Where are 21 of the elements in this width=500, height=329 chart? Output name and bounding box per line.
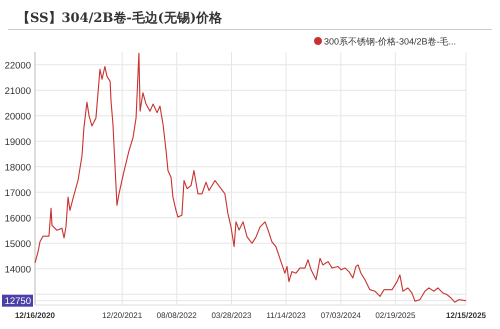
y-tick-label: 17000 (4, 188, 31, 199)
x-tick-label: 12/20/2021 (102, 311, 143, 320)
line-series (34, 52, 467, 303)
y-tick-label: 16000 (4, 213, 31, 224)
y-tick-label: 15000 (4, 238, 31, 250)
y-tick-label: 12750 (4, 296, 31, 308)
y-tick-label: 22000 (4, 60, 31, 72)
x-tick-label: 12/16/2020 (14, 311, 56, 320)
y-tick-label: 19000 (4, 136, 31, 148)
y-tick-label: 20000 (4, 111, 31, 122)
legend: 300系不锈钢-价格-304/2B卷-毛... (314, 36, 456, 46)
x-tick-label: 08/08/2022 (156, 311, 198, 320)
x-tick-label: 11/14/2023 (266, 311, 306, 320)
y-tick-label: 21000 (4, 86, 31, 97)
x-tick-label: 12/15/2025 (446, 311, 487, 320)
x-tick-label: 07/03/2024 (320, 311, 362, 320)
y-tick-label: 14000 (4, 264, 31, 276)
chart-title: 【SS】304/2B卷-毛边(无锡)价格 (17, 10, 224, 26)
x-tick-label: 02/19/2025 (375, 311, 416, 320)
x-tick-label: 03/28/2023 (211, 311, 252, 320)
y-tick-label: 18000 (4, 162, 31, 174)
